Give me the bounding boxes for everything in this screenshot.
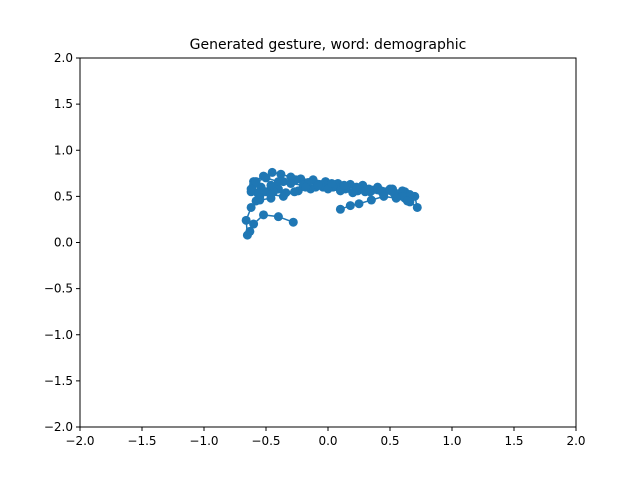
data-point [335,204,345,214]
data-point [266,190,276,200]
data-point [242,230,252,240]
data-point [290,187,300,197]
data-point [273,212,283,222]
x-tick-label: 2.0 [566,434,585,448]
y-tick-label: 1.5 [54,97,73,111]
y-tick-label: 1.0 [54,143,73,157]
x-tick-label: −1.0 [189,434,218,448]
x-tick-label: −0.5 [251,434,280,448]
plot-data [241,167,422,240]
data-point [412,202,422,212]
x-tick-label: 1.0 [442,434,461,448]
y-tick-label: 0.0 [54,236,73,250]
x-axis-ticks: −2.0 −1.5 −1.0 −0.5 0.0 0.5 1.0 1.5 2.0 [65,427,586,448]
data-point [364,184,374,194]
data-point [366,195,376,205]
data-point [261,173,271,183]
x-tick-label: 0.5 [380,434,399,448]
data-point [273,177,283,187]
data-point [246,184,256,194]
x-tick-label: −2.0 [65,434,94,448]
data-point [278,191,288,201]
data-point [402,196,412,206]
data-point [259,210,269,220]
data-point [301,182,311,192]
y-tick-label: 0.5 [54,189,73,203]
y-tick-label: −0.5 [44,282,73,296]
data-point [391,193,401,203]
data-point [339,180,349,190]
y-tick-label: −1.5 [44,374,73,388]
data-point [267,167,277,177]
data-point [286,178,296,188]
data-point [288,217,298,227]
x-tick-label: 1.5 [504,434,523,448]
y-tick-label: −2.0 [44,420,73,434]
data-point [254,188,264,198]
data-point [379,191,389,201]
y-tick-label: 2.0 [54,51,73,65]
data-point [313,180,323,190]
x-tick-label: 0.0 [318,434,337,448]
y-tick-label: −1.0 [44,328,73,342]
data-point [276,169,286,179]
data-point [345,201,355,211]
plot-frame [79,57,577,428]
data-point [327,178,337,188]
data-point [246,202,256,212]
data-point [251,177,261,187]
x-tick-label: −1.5 [127,434,156,448]
data-point [266,180,276,190]
data-point [249,219,259,229]
data-point [241,215,251,225]
data-point [354,199,364,209]
data-point [352,182,362,192]
y-axis-ticks: −2.0 −1.5 −1.0 −0.5 0.0 0.5 1.0 1.5 2.0 [44,51,80,434]
chart-title: Generated gesture, word: demographic [190,37,467,53]
